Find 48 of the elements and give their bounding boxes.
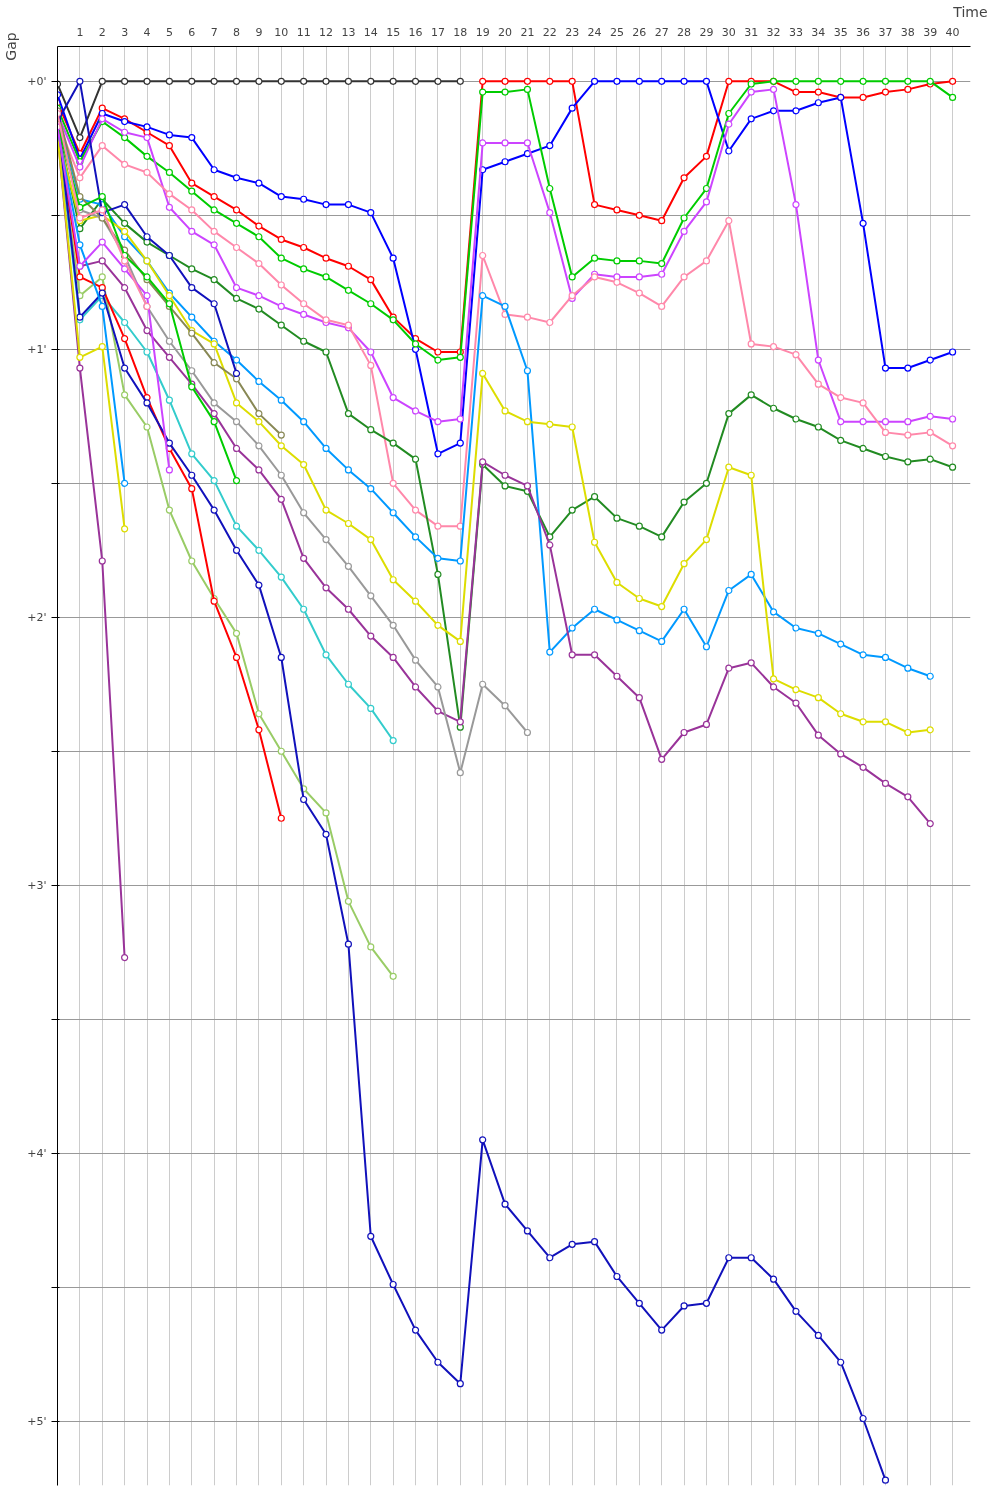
x-axis-title: Time xyxy=(952,3,988,20)
y-tick-label: +5' xyxy=(27,1414,47,1428)
x-tick-label: 24 xyxy=(587,25,602,39)
x-tick-label: 32 xyxy=(766,25,781,39)
y-tick-label: +3' xyxy=(27,878,47,892)
x-tick-label: 13 xyxy=(341,25,356,39)
x-tick-label: 27 xyxy=(654,25,669,39)
x-tick-label: 33 xyxy=(788,25,803,39)
y-tick-label: +4' xyxy=(27,1146,47,1160)
x-tick-label: 38 xyxy=(900,25,915,39)
x-tick-label: 14 xyxy=(363,25,378,39)
x-tick-label: 8 xyxy=(233,25,241,39)
x-tick-label: 25 xyxy=(609,25,624,39)
x-tick-label: 36 xyxy=(856,25,871,39)
x-tick-label: 35 xyxy=(833,25,848,39)
x-tick-label: 11 xyxy=(296,25,311,39)
x-tick-label: 21 xyxy=(520,25,535,39)
x-tick-label: 17 xyxy=(430,25,445,39)
x-tick-label: 22 xyxy=(542,25,557,39)
x-tick-label: 6 xyxy=(188,25,196,39)
x-tick-label: 28 xyxy=(677,25,692,39)
x-tick-label: 7 xyxy=(210,25,218,39)
x-tick-label: 2 xyxy=(98,25,106,39)
y-axis-title: Gap xyxy=(3,32,20,61)
x-tick-label: 1 xyxy=(76,25,84,39)
x-tick-label: 30 xyxy=(721,25,736,39)
x-tick-label: 5 xyxy=(165,25,173,39)
x-tick-label: 15 xyxy=(386,25,401,39)
x-tick-label: 39 xyxy=(923,25,938,39)
x-tick-label: 20 xyxy=(498,25,513,39)
x-tick-label: 4 xyxy=(143,25,151,39)
x-tick-label: 18 xyxy=(453,25,468,39)
x-tick-label: 19 xyxy=(475,25,490,39)
x-tick-label: 34 xyxy=(811,25,826,39)
y-tick-label: +1' xyxy=(27,342,47,356)
y-tick-label: +2' xyxy=(27,610,47,624)
x-tick-label: 37 xyxy=(878,25,893,39)
y-tick-label: +0' xyxy=(27,74,47,88)
x-tick-label: 26 xyxy=(632,25,647,39)
x-tick-label: 12 xyxy=(319,25,334,39)
x-tick-label: 10 xyxy=(274,25,289,39)
x-tick-label: 40 xyxy=(945,25,960,39)
x-tick-label: 3 xyxy=(121,25,129,39)
x-tick-label: 23 xyxy=(565,25,580,39)
x-tick-label: 31 xyxy=(744,25,759,39)
x-tick-label: 29 xyxy=(699,25,714,39)
x-tick-label: 16 xyxy=(408,25,423,39)
x-tick-label: 9 xyxy=(255,25,263,39)
